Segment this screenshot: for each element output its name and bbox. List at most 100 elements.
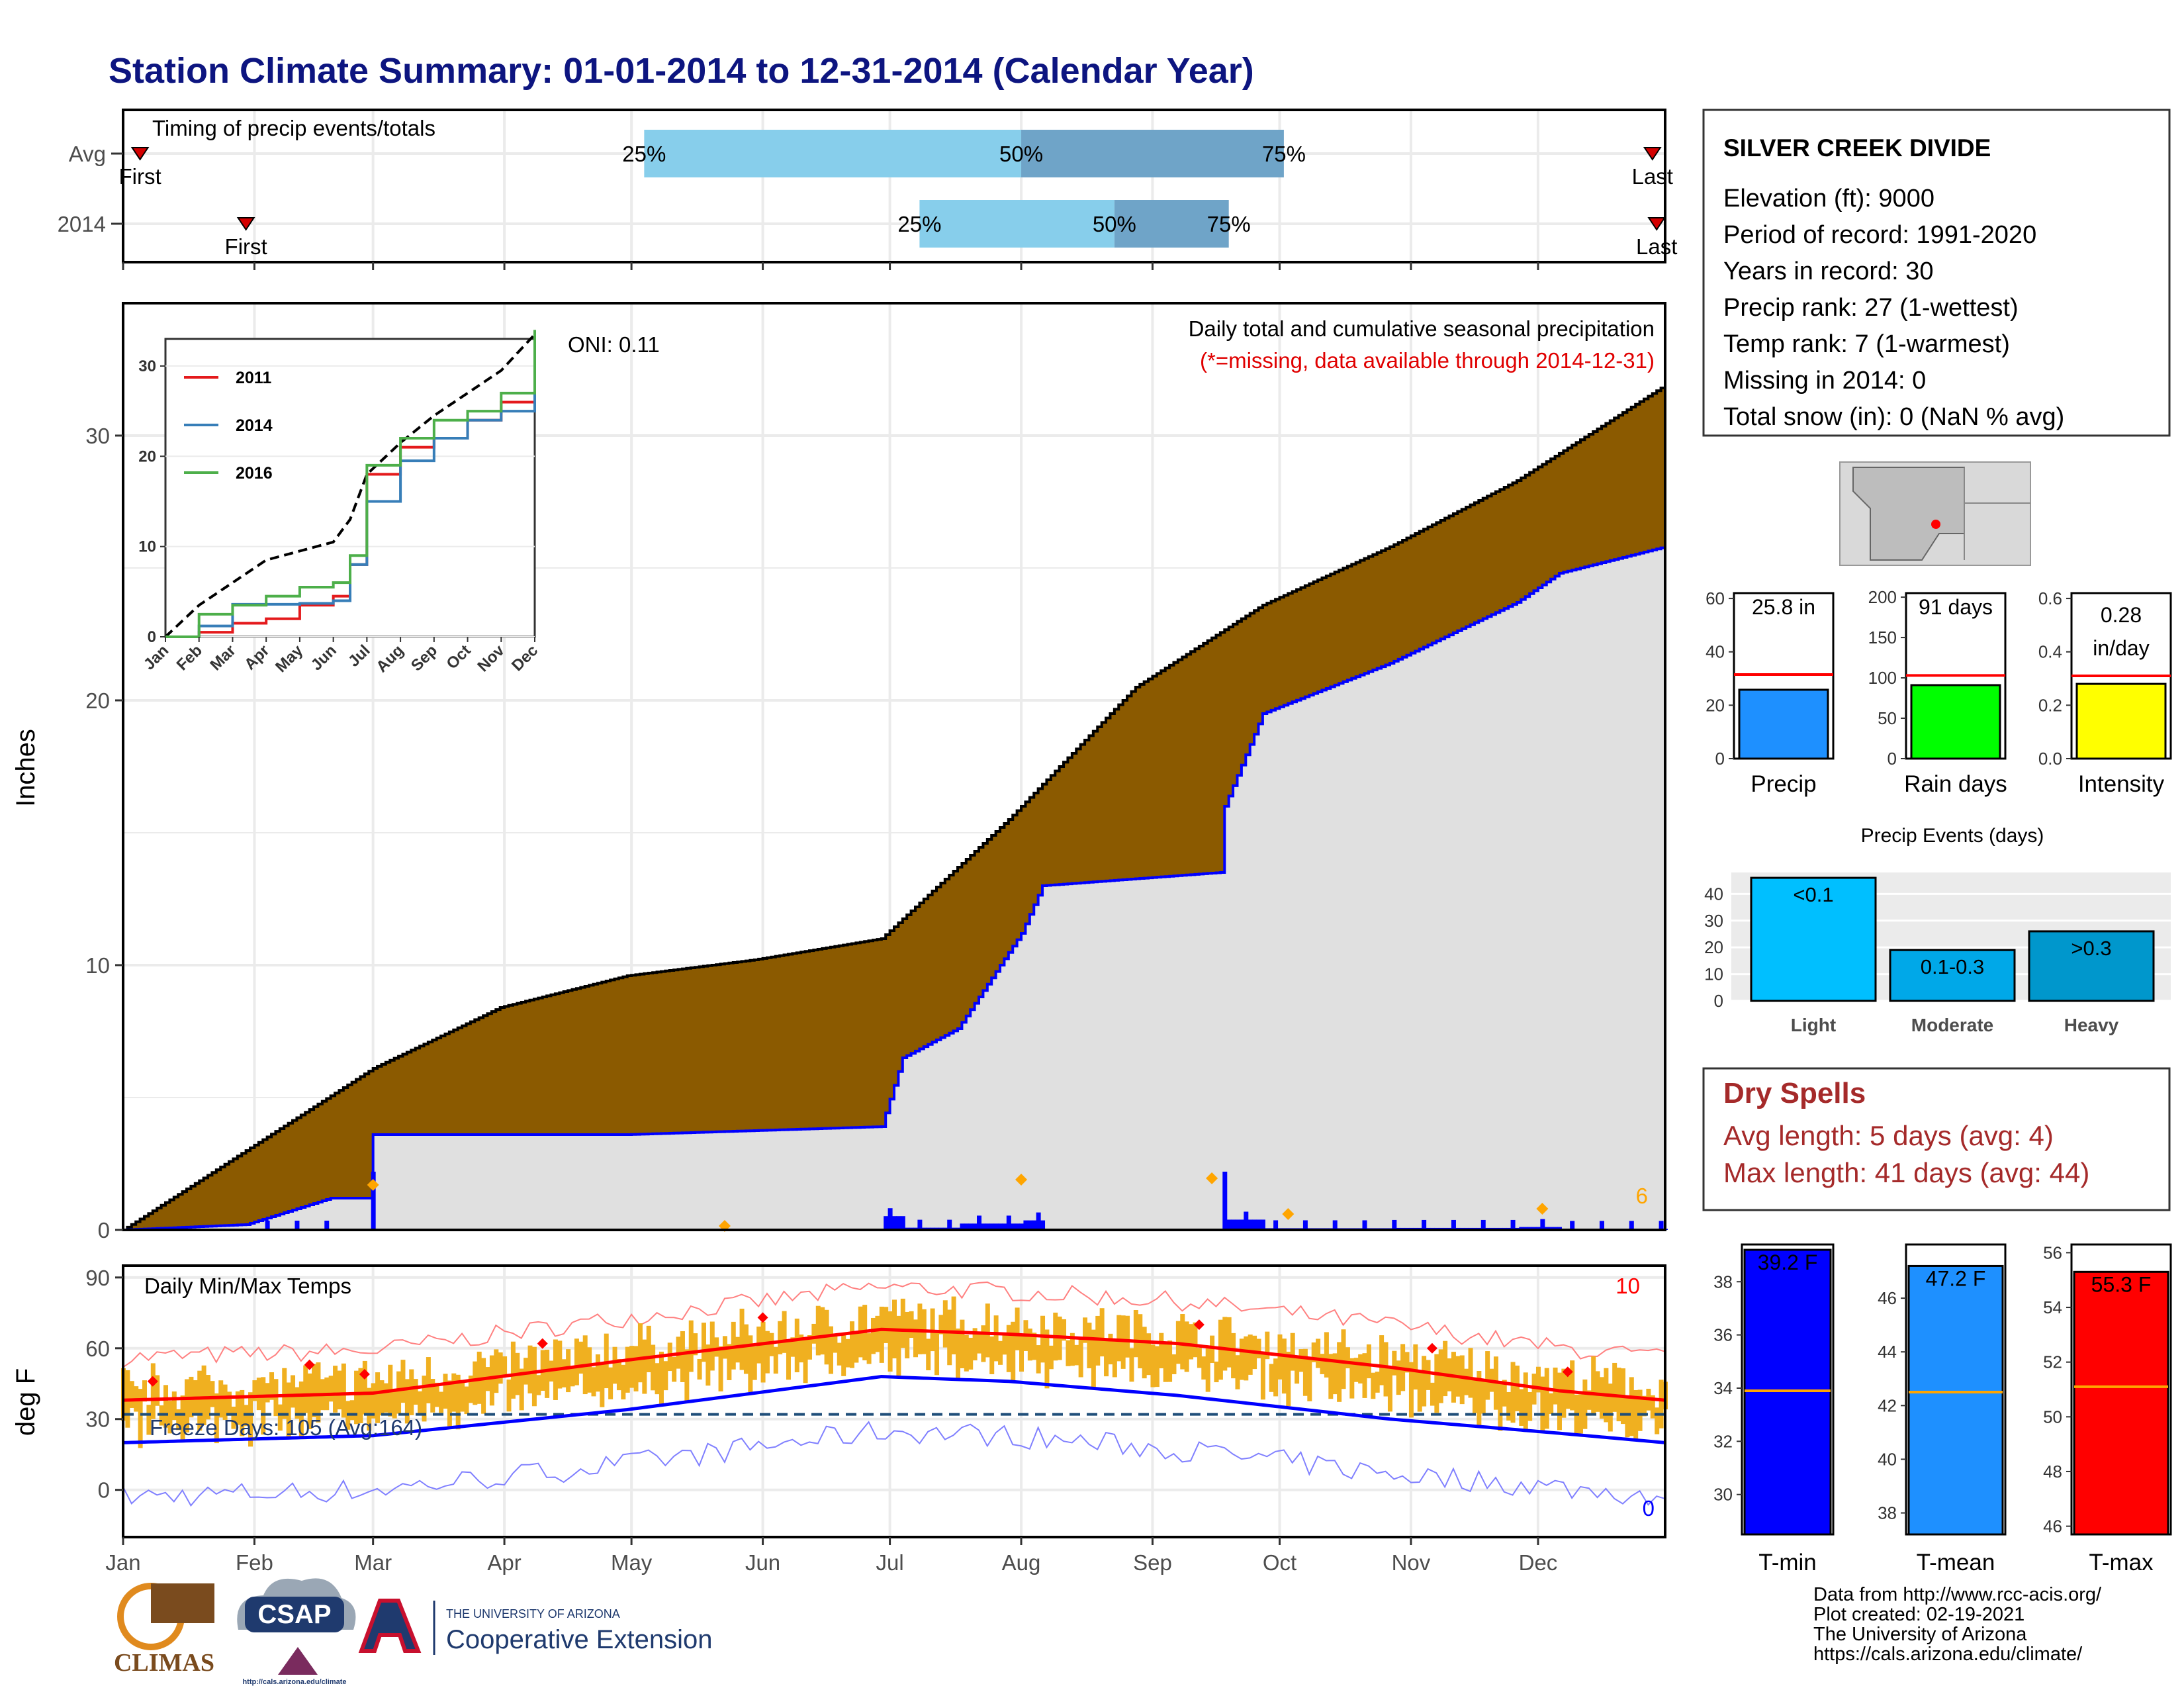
temp-bar-y-tick-label: 36 [1713,1325,1733,1345]
daily-temp-bar [163,1385,169,1428]
precip-panel-note: (*=missing, data available through 2014-… [1200,348,1655,373]
mini-bar-value: 25.8 in [1752,595,1815,619]
daily-temp-bar [451,1373,457,1412]
temp-y-tick-label: 30 [85,1407,110,1432]
daily-temp-bar [1091,1329,1096,1388]
daily-temp-bar [312,1364,317,1418]
mini-bar-value: 0.28 [2101,603,2142,627]
daily-max-marker [367,1179,379,1191]
daily-temp-bar [637,1323,643,1383]
daily-temp-bar [1150,1344,1156,1387]
record-high-marker [1193,1319,1205,1331]
daily-temp-bar [197,1370,203,1431]
daily-temp-bar [705,1344,711,1386]
timing-pct-label: 25% [897,212,941,236]
daily-temp-bar [1353,1358,1359,1382]
daily-temp-bar [1387,1366,1392,1412]
daily-temp-bar [1655,1407,1660,1434]
daily-precip-bar [964,1223,969,1230]
daily-temp-bar [1286,1351,1291,1407]
daily-temp-bar [1260,1352,1265,1400]
daily-temp-bar [337,1370,342,1410]
timing-bar-50-75 [1021,130,1284,177]
timing-row-label: Avg [69,142,106,166]
event-bar-label: Heavy [2064,1015,2119,1035]
daily-temp-bar [561,1359,567,1387]
daily-temp-bar [430,1378,435,1413]
observed-cumulative-area [123,547,1665,1230]
daily-temp-bar [1371,1372,1376,1399]
daily-temp-bar [646,1325,651,1372]
daily-precip-bar [1015,1223,1020,1230]
daily-temp-bar [316,1362,321,1423]
precip-frame [122,302,1666,1231]
temp-bar-y-tick-label: 38 [1878,1503,1897,1523]
daily-temp-bar [642,1339,647,1394]
timing-title: Timing of precip events/totals [152,116,435,140]
daily-temp-bar [1408,1362,1414,1418]
daily-temp-bar [786,1340,791,1380]
daily-temp-bar [545,1349,550,1398]
daily-temp-bar [231,1406,236,1429]
daily-temp-bar [998,1340,1003,1365]
daily-temp-bar [303,1365,308,1413]
daily-temp-bar [913,1319,919,1358]
station-box-frame [1702,109,2171,437]
daily-precip-bar [993,1223,999,1230]
daily-temp-bar [1281,1338,1287,1394]
daily-precip-bar [977,1215,982,1230]
daily-temp-bar [1337,1342,1342,1402]
record-low-count: 0 [1643,1496,1655,1521]
daily-temp-bar [790,1337,796,1357]
daily-temp-bar [811,1323,817,1344]
daily-temp-bar [1244,1336,1249,1381]
daily-temp-bar [1557,1372,1562,1430]
daily-temp-bar [820,1307,825,1355]
daily-temp-bar [1510,1362,1516,1423]
event-bar [1750,876,1877,1002]
events-y-tick-label: 0 [1714,991,1723,1011]
daily-precip-bar [295,1221,300,1230]
mini-bar-label: Intensity [2078,771,2165,797]
daily-temp-bar [1417,1371,1422,1412]
daily-temp-bar [455,1374,461,1430]
month-tick-label: Jul [876,1550,904,1575]
temp-bar [2073,1270,2169,1536]
daily-temp-bar [1443,1340,1448,1397]
daily-temp-bar [400,1360,406,1403]
daily-temp-bar [655,1363,660,1395]
daily-temp-bar [1341,1329,1346,1389]
daily-temp-bar [727,1344,732,1380]
daily-temp-bar [1129,1348,1134,1382]
daily-temp-bar [778,1321,783,1354]
precip-y-tick-label: 10 [85,953,110,978]
daily-temp-bar [909,1311,914,1338]
daily-precip-bar [1273,1220,1279,1230]
precip-summary-bars: 0 20 40 60 25.8 in Precip 0 50 100 150 200 91 days R… [1706,587,2172,797]
daily-temp-bar [383,1383,388,1413]
daily-precip-bar [1629,1221,1634,1230]
daily-precip-bar [1019,1223,1024,1230]
daily-temp-bar [612,1346,617,1384]
csap-logo-mountain [278,1647,318,1675]
daily-temp-bar [960,1319,965,1368]
daily-temp-bar [1222,1317,1228,1371]
timing-pct-label: 50% [1093,212,1136,236]
daily-precip-bar [1519,1227,1524,1230]
daily-temp-bar [498,1352,503,1384]
daily-temp-bar [464,1386,469,1415]
temp-bar-y-tick-label: 52 [2043,1352,2062,1372]
daily-temp-bar [701,1323,706,1362]
daily-temp-bar [578,1341,584,1374]
daily-precip-bar [1011,1223,1016,1230]
daily-temp-bar [1066,1340,1071,1366]
daily-temp-bar [1159,1333,1164,1369]
daily-temp-bar [621,1364,626,1400]
daily-temp-bar [1019,1335,1024,1372]
month-tick-label: Mar [354,1550,392,1575]
daily-temp-bar [171,1391,177,1421]
daily-temp-bar [210,1381,215,1407]
daily-precip-bar [1557,1227,1562,1230]
events-title: Precip Events (days) [1861,825,2044,847]
last-event-marker [1647,217,1666,231]
